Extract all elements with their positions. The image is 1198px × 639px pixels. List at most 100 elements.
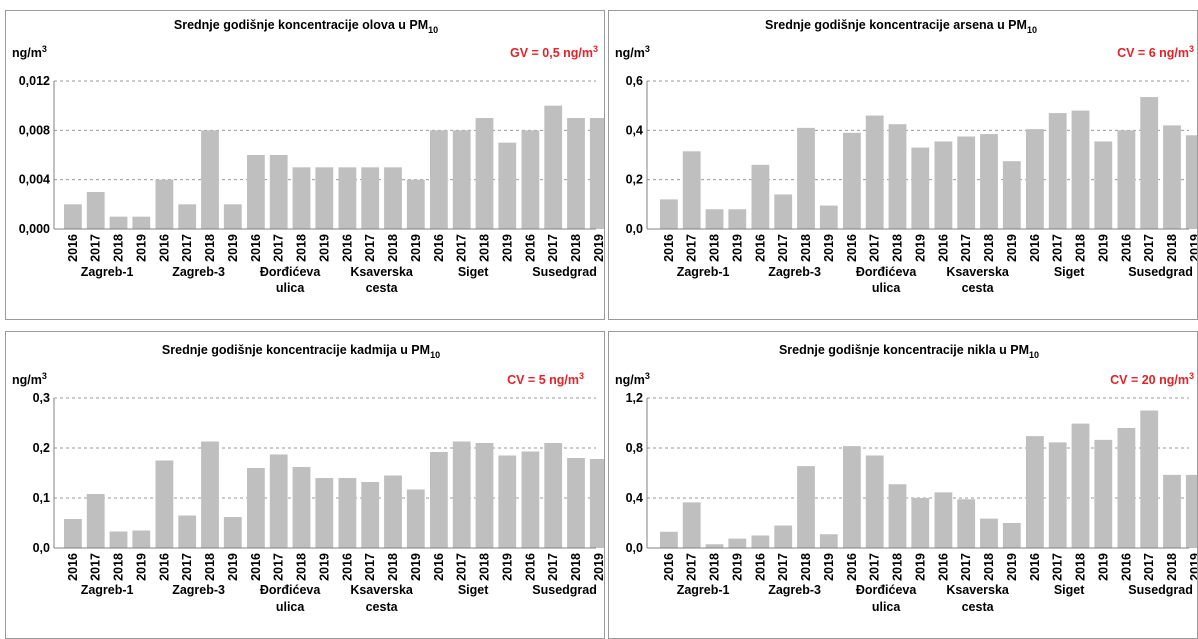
limit-value-superscript: 3 [593, 44, 598, 54]
bar [1163, 125, 1181, 229]
x-tick-label: 2018 [478, 234, 492, 262]
y-tick-label: 0,3 [33, 391, 50, 405]
x-tick-label: 2016 [432, 234, 446, 262]
x-tick-label: 2016 [1028, 553, 1042, 581]
station-label: cesta [366, 600, 399, 614]
x-tick-label: 2019 [500, 553, 514, 581]
bar [1140, 97, 1159, 230]
station-label: Zagreb-1 [677, 583, 730, 597]
chart-title: Srednje godišnje koncentracije nikla u P… [779, 343, 1039, 360]
station-label: ulica [276, 600, 306, 614]
x-tick-label: 2019 [1188, 234, 1197, 262]
bar [452, 441, 471, 548]
bar [292, 467, 311, 548]
station-label: Susedgrad [532, 265, 597, 279]
station-label: Siget [458, 265, 489, 279]
x-tick-label: 2016 [936, 553, 950, 581]
bar [384, 475, 402, 548]
bar [178, 515, 197, 548]
x-tick-label: 2017 [455, 553, 469, 581]
bar [1140, 410, 1159, 548]
x-tick-label: 2017 [959, 553, 973, 581]
y-unit-text: ng/m [12, 46, 42, 60]
station-label: cesta [962, 281, 995, 295]
y-tick-label: 0,6 [626, 74, 643, 88]
x-tick-label: 2016 [249, 234, 263, 262]
bar [1048, 442, 1067, 548]
bar [315, 167, 334, 229]
bar [132, 530, 151, 548]
station-label: Đorđićeva [856, 265, 917, 279]
bar [774, 194, 793, 229]
x-tick-label: 2018 [569, 234, 583, 262]
bar [430, 452, 448, 548]
bar [86, 494, 105, 548]
x-tick-label: 2018 [1074, 234, 1088, 262]
bar [567, 118, 585, 229]
bar [934, 492, 953, 548]
x-tick-label: 2017 [546, 553, 560, 581]
bar [567, 458, 585, 548]
y-tick-label: 0,0 [33, 541, 50, 555]
limit-value-text: CV = 5 ng/m [507, 373, 579, 387]
x-tick-label: 2019 [730, 553, 744, 581]
chart-panel-arsenic: Srednje godišnje koncentracije arsena u … [608, 10, 1198, 320]
x-tick-label: 2018 [799, 553, 813, 581]
y-tick-label: 1,2 [626, 391, 643, 405]
x-tick-label: 2017 [1142, 234, 1156, 262]
bar [660, 199, 678, 229]
station-label: Susedgrad [1128, 265, 1193, 279]
bar [155, 460, 174, 548]
limit-value-label: CV = 5 ng/m3 [507, 371, 584, 387]
bar [589, 459, 604, 548]
bar [1094, 141, 1113, 229]
bar [1071, 110, 1090, 229]
bar [980, 518, 998, 548]
x-tick-label: 2019 [592, 234, 604, 262]
x-tick-label: 2017 [1051, 553, 1065, 581]
x-tick-label: 2016 [523, 234, 537, 262]
station-label: Ksaverska [946, 265, 1010, 279]
x-tick-label: 2019 [409, 234, 423, 262]
bar [544, 105, 563, 229]
x-tick-label: 2018 [982, 553, 996, 581]
bar [728, 538, 747, 548]
bar [819, 534, 838, 548]
bar [934, 141, 953, 229]
bar [223, 204, 242, 229]
x-tick-label: 2018 [891, 553, 905, 581]
y-unit-superscript: 3 [42, 371, 47, 381]
x-tick-label: 2018 [569, 553, 583, 581]
x-tick-label: 2016 [753, 553, 767, 581]
bar [521, 130, 540, 229]
station-label: Susedgrad [532, 583, 597, 597]
x-tick-label: 2016 [66, 234, 80, 262]
bar [132, 216, 151, 229]
bar [888, 484, 907, 548]
y-unit-superscript: 3 [645, 44, 650, 54]
station-label: Ksaverska [350, 265, 414, 279]
chart-svg: Srednje godišnje koncentracije arsena u … [615, 18, 1197, 295]
bar [498, 455, 517, 548]
bar [109, 216, 128, 229]
station-label: Ksaverska [350, 583, 414, 597]
y-unit-label: ng/m3 [615, 44, 650, 60]
bar [475, 118, 494, 229]
x-tick-label: 2018 [708, 553, 722, 581]
x-tick-label: 2018 [982, 234, 996, 262]
x-tick-label: 2017 [455, 234, 469, 262]
x-tick-label: 2016 [157, 553, 171, 581]
x-tick-label: 2016 [249, 553, 263, 581]
x-tick-label: 2019 [1005, 234, 1019, 262]
x-tick-label: 2018 [386, 553, 400, 581]
bar [843, 132, 861, 229]
x-tick-label: 2017 [363, 553, 377, 581]
bar [109, 531, 128, 548]
x-tick-label: 2016 [845, 553, 859, 581]
chart-title-subscript: 10 [430, 350, 440, 360]
bar [1094, 439, 1113, 548]
y-tick-label: 0,012 [19, 74, 50, 88]
x-tick-label: 2017 [776, 234, 790, 262]
station-label: Zagreb-3 [172, 583, 225, 597]
bar [751, 164, 770, 229]
